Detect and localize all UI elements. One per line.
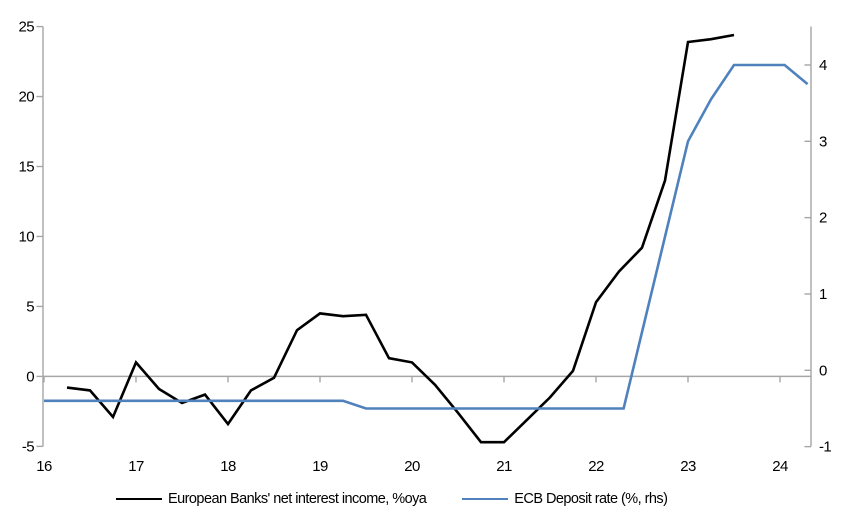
- x-axis-tick-label: 19: [312, 458, 328, 475]
- y-axis-right-tick-label: -1: [819, 439, 831, 456]
- y-axis-left-tick-label: 10: [19, 228, 35, 245]
- x-axis-tick-label: 24: [772, 458, 788, 475]
- y-axis-right-tick-label: 2: [819, 210, 827, 227]
- y-axis-left-tick-label: 0: [26, 368, 34, 385]
- y-axis-right-tick-label: 0: [819, 362, 827, 379]
- x-axis-tick-label: 21: [496, 458, 512, 475]
- x-axis-tick-label: 16: [36, 458, 52, 475]
- y-axis-right-tick-label: 4: [819, 57, 827, 74]
- x-axis-tick-label: 17: [128, 458, 144, 475]
- ecb-deposit-rate-line: [44, 63, 809, 410]
- y-axis-right-tick-label: 1: [819, 286, 827, 303]
- y-axis-left-tick-label: 25: [19, 19, 35, 36]
- y-axis-left-tick-label: 15: [19, 159, 35, 176]
- y-axis-left-tick-label: -5: [22, 438, 34, 455]
- x-axis-tick-label: 20: [404, 458, 420, 475]
- legend-item-net-interest-income: European Banks' net interest income, %oy…: [116, 491, 427, 507]
- x-axis-tick-label: 18: [220, 458, 236, 475]
- legend-label-net-interest-income: European Banks' net interest income, %oy…: [168, 491, 427, 507]
- y-axis-left-tick-label: 20: [19, 89, 35, 106]
- legend-label-ecb-deposit-rate: ECB Deposit rate (%, rhs): [514, 491, 668, 507]
- blue-line-swatch-icon: [462, 498, 509, 500]
- legend-item-ecb-deposit-rate: ECB Deposit rate (%, rhs): [462, 491, 668, 507]
- y-axis-right-tick-label: 3: [819, 133, 827, 150]
- chart-legend: European Banks' net interest income, %oy…: [116, 491, 668, 507]
- y-axis-left-tick-label: 5: [26, 298, 34, 315]
- black-line-swatch-icon: [116, 498, 162, 500]
- x-axis-tick-label: 23: [680, 458, 696, 475]
- x-axis-tick-label: 22: [588, 458, 604, 475]
- net-interest-income-line: [66, 33, 735, 444]
